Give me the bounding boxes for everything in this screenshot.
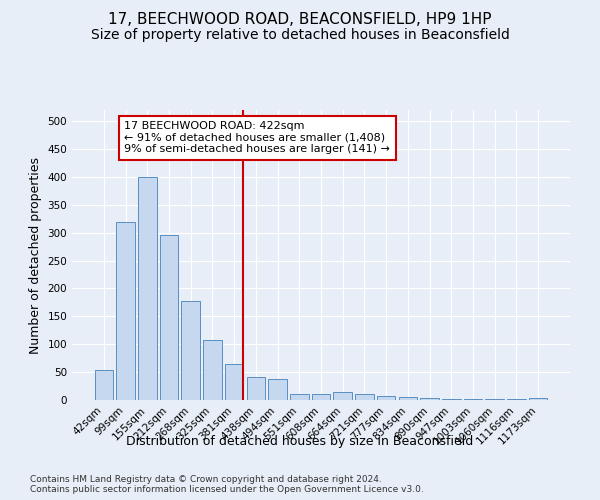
- Text: Contains public sector information licensed under the Open Government Licence v3: Contains public sector information licen…: [30, 485, 424, 494]
- Y-axis label: Number of detached properties: Number of detached properties: [29, 156, 42, 354]
- Bar: [377, 396, 395, 400]
- Bar: [181, 300, 200, 400]
- Bar: [138, 177, 157, 400]
- Bar: [421, 398, 439, 400]
- Bar: [160, 236, 178, 400]
- Bar: [398, 397, 417, 400]
- Bar: [95, 370, 113, 400]
- Bar: [355, 394, 374, 400]
- Bar: [203, 340, 221, 400]
- Bar: [312, 394, 330, 400]
- Text: 17 BEECHWOOD ROAD: 422sqm
← 91% of detached houses are smaller (1,408)
9% of sem: 17 BEECHWOOD ROAD: 422sqm ← 91% of detac…: [124, 121, 391, 154]
- Text: Distribution of detached houses by size in Beaconsfield: Distribution of detached houses by size …: [127, 435, 473, 448]
- Bar: [290, 394, 308, 400]
- Bar: [247, 376, 265, 400]
- Bar: [116, 222, 135, 400]
- Text: Contains HM Land Registry data © Crown copyright and database right 2024.: Contains HM Land Registry data © Crown c…: [30, 475, 382, 484]
- Text: Size of property relative to detached houses in Beaconsfield: Size of property relative to detached ho…: [91, 28, 509, 42]
- Bar: [334, 392, 352, 400]
- Text: 17, BEECHWOOD ROAD, BEACONSFIELD, HP9 1HP: 17, BEECHWOOD ROAD, BEACONSFIELD, HP9 1H…: [108, 12, 492, 28]
- Bar: [529, 398, 547, 400]
- Bar: [225, 364, 244, 400]
- Bar: [268, 380, 287, 400]
